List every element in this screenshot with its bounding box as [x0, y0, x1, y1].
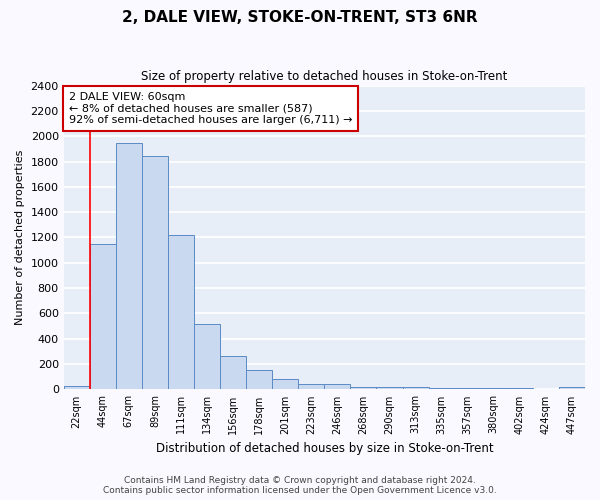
- Bar: [455, 388, 481, 390]
- Text: 2 DALE VIEW: 60sqm
← 8% of detached houses are smaller (587)
92% of semi-detache: 2 DALE VIEW: 60sqm ← 8% of detached hous…: [69, 92, 352, 125]
- Bar: [350, 386, 376, 390]
- Bar: [325, 384, 350, 390]
- Bar: [246, 370, 272, 390]
- Bar: [90, 244, 116, 390]
- Bar: [64, 386, 90, 390]
- Bar: [376, 387, 403, 390]
- Bar: [298, 384, 325, 390]
- Title: Size of property relative to detached houses in Stoke-on-Trent: Size of property relative to detached ho…: [141, 70, 508, 83]
- Bar: [142, 156, 168, 390]
- Text: 2, DALE VIEW, STOKE-ON-TRENT, ST3 6NR: 2, DALE VIEW, STOKE-ON-TRENT, ST3 6NR: [122, 10, 478, 25]
- Bar: [481, 388, 507, 390]
- Bar: [220, 356, 246, 390]
- Bar: [559, 387, 585, 390]
- Y-axis label: Number of detached properties: Number of detached properties: [15, 150, 25, 325]
- Bar: [428, 388, 455, 390]
- Bar: [168, 235, 194, 390]
- X-axis label: Distribution of detached houses by size in Stoke-on-Trent: Distribution of detached houses by size …: [155, 442, 493, 455]
- Bar: [194, 324, 220, 390]
- Bar: [116, 142, 142, 390]
- Text: Contains HM Land Registry data © Crown copyright and database right 2024.
Contai: Contains HM Land Registry data © Crown c…: [103, 476, 497, 495]
- Bar: [533, 388, 559, 390]
- Bar: [403, 387, 428, 390]
- Bar: [272, 378, 298, 390]
- Bar: [507, 388, 533, 390]
